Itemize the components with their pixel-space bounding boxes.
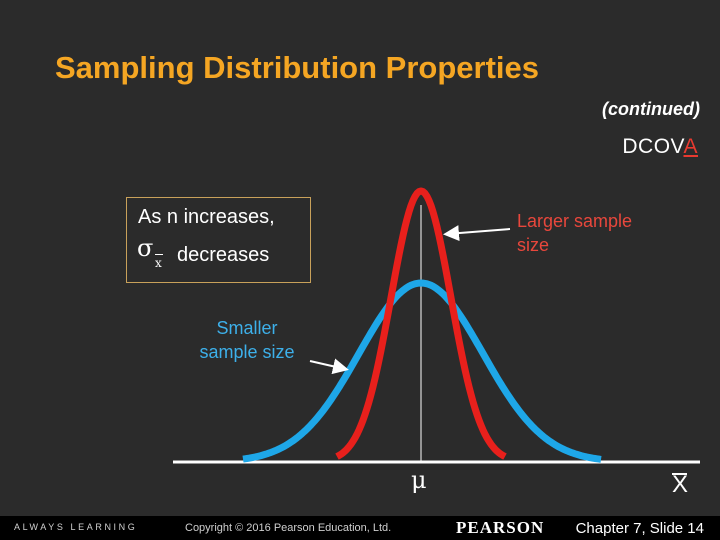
smaller-sample-curve (241, 279, 603, 463)
footer-copyright: Copyright © 2016 Pearson Education, Ltd. (185, 522, 392, 534)
smaller-label-line1: Smaller (216, 318, 278, 338)
larger-label-line1: Larger sample (517, 211, 633, 231)
footer-bar: ALWAYS LEARNING Copyright © 2016 Pearson… (0, 516, 720, 540)
larger-sample-curve (335, 187, 507, 460)
dcova-prefix: DCOV (622, 135, 684, 158)
smaller-label-line2: sample size (199, 342, 295, 362)
callout-box: As n increases, σ x decreases (126, 197, 311, 283)
continued-label: (continued) (602, 99, 700, 119)
dcova-label: DCOVA (622, 135, 698, 159)
sigma-symbol: σ (137, 234, 154, 262)
smaller-arrow (309, 358, 349, 375)
slide-title: Sampling Distribution Properties (55, 50, 539, 85)
sigma-subscript: x (155, 256, 162, 270)
larger-arrow (443, 225, 511, 242)
dcova-highlight: A (683, 135, 698, 158)
xbar-overline (672, 473, 687, 475)
mu-symbol: μ (411, 466, 427, 494)
smaller-sample-label: Smaller sample size (188, 316, 306, 364)
xbar-letter: X (672, 471, 689, 498)
callout-line1: As n increases, (138, 206, 275, 228)
larger-sample-label: Larger sample size (517, 209, 632, 257)
xbar-axis-label: X (672, 471, 688, 499)
subscript-bar (155, 254, 163, 255)
callout-line2: decreases (177, 244, 270, 266)
footer-tagline: ALWAYS LEARNING (14, 522, 138, 532)
slide-number: Chapter 7, Slide 14 (575, 520, 704, 537)
pearson-logo: PEARSON (456, 518, 545, 537)
larger-label-line2: size (517, 235, 550, 255)
